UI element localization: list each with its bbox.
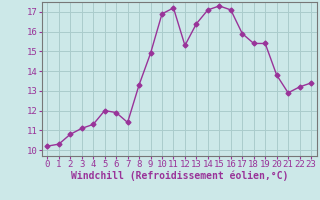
X-axis label: Windchill (Refroidissement éolien,°C): Windchill (Refroidissement éolien,°C) [70, 171, 288, 181]
